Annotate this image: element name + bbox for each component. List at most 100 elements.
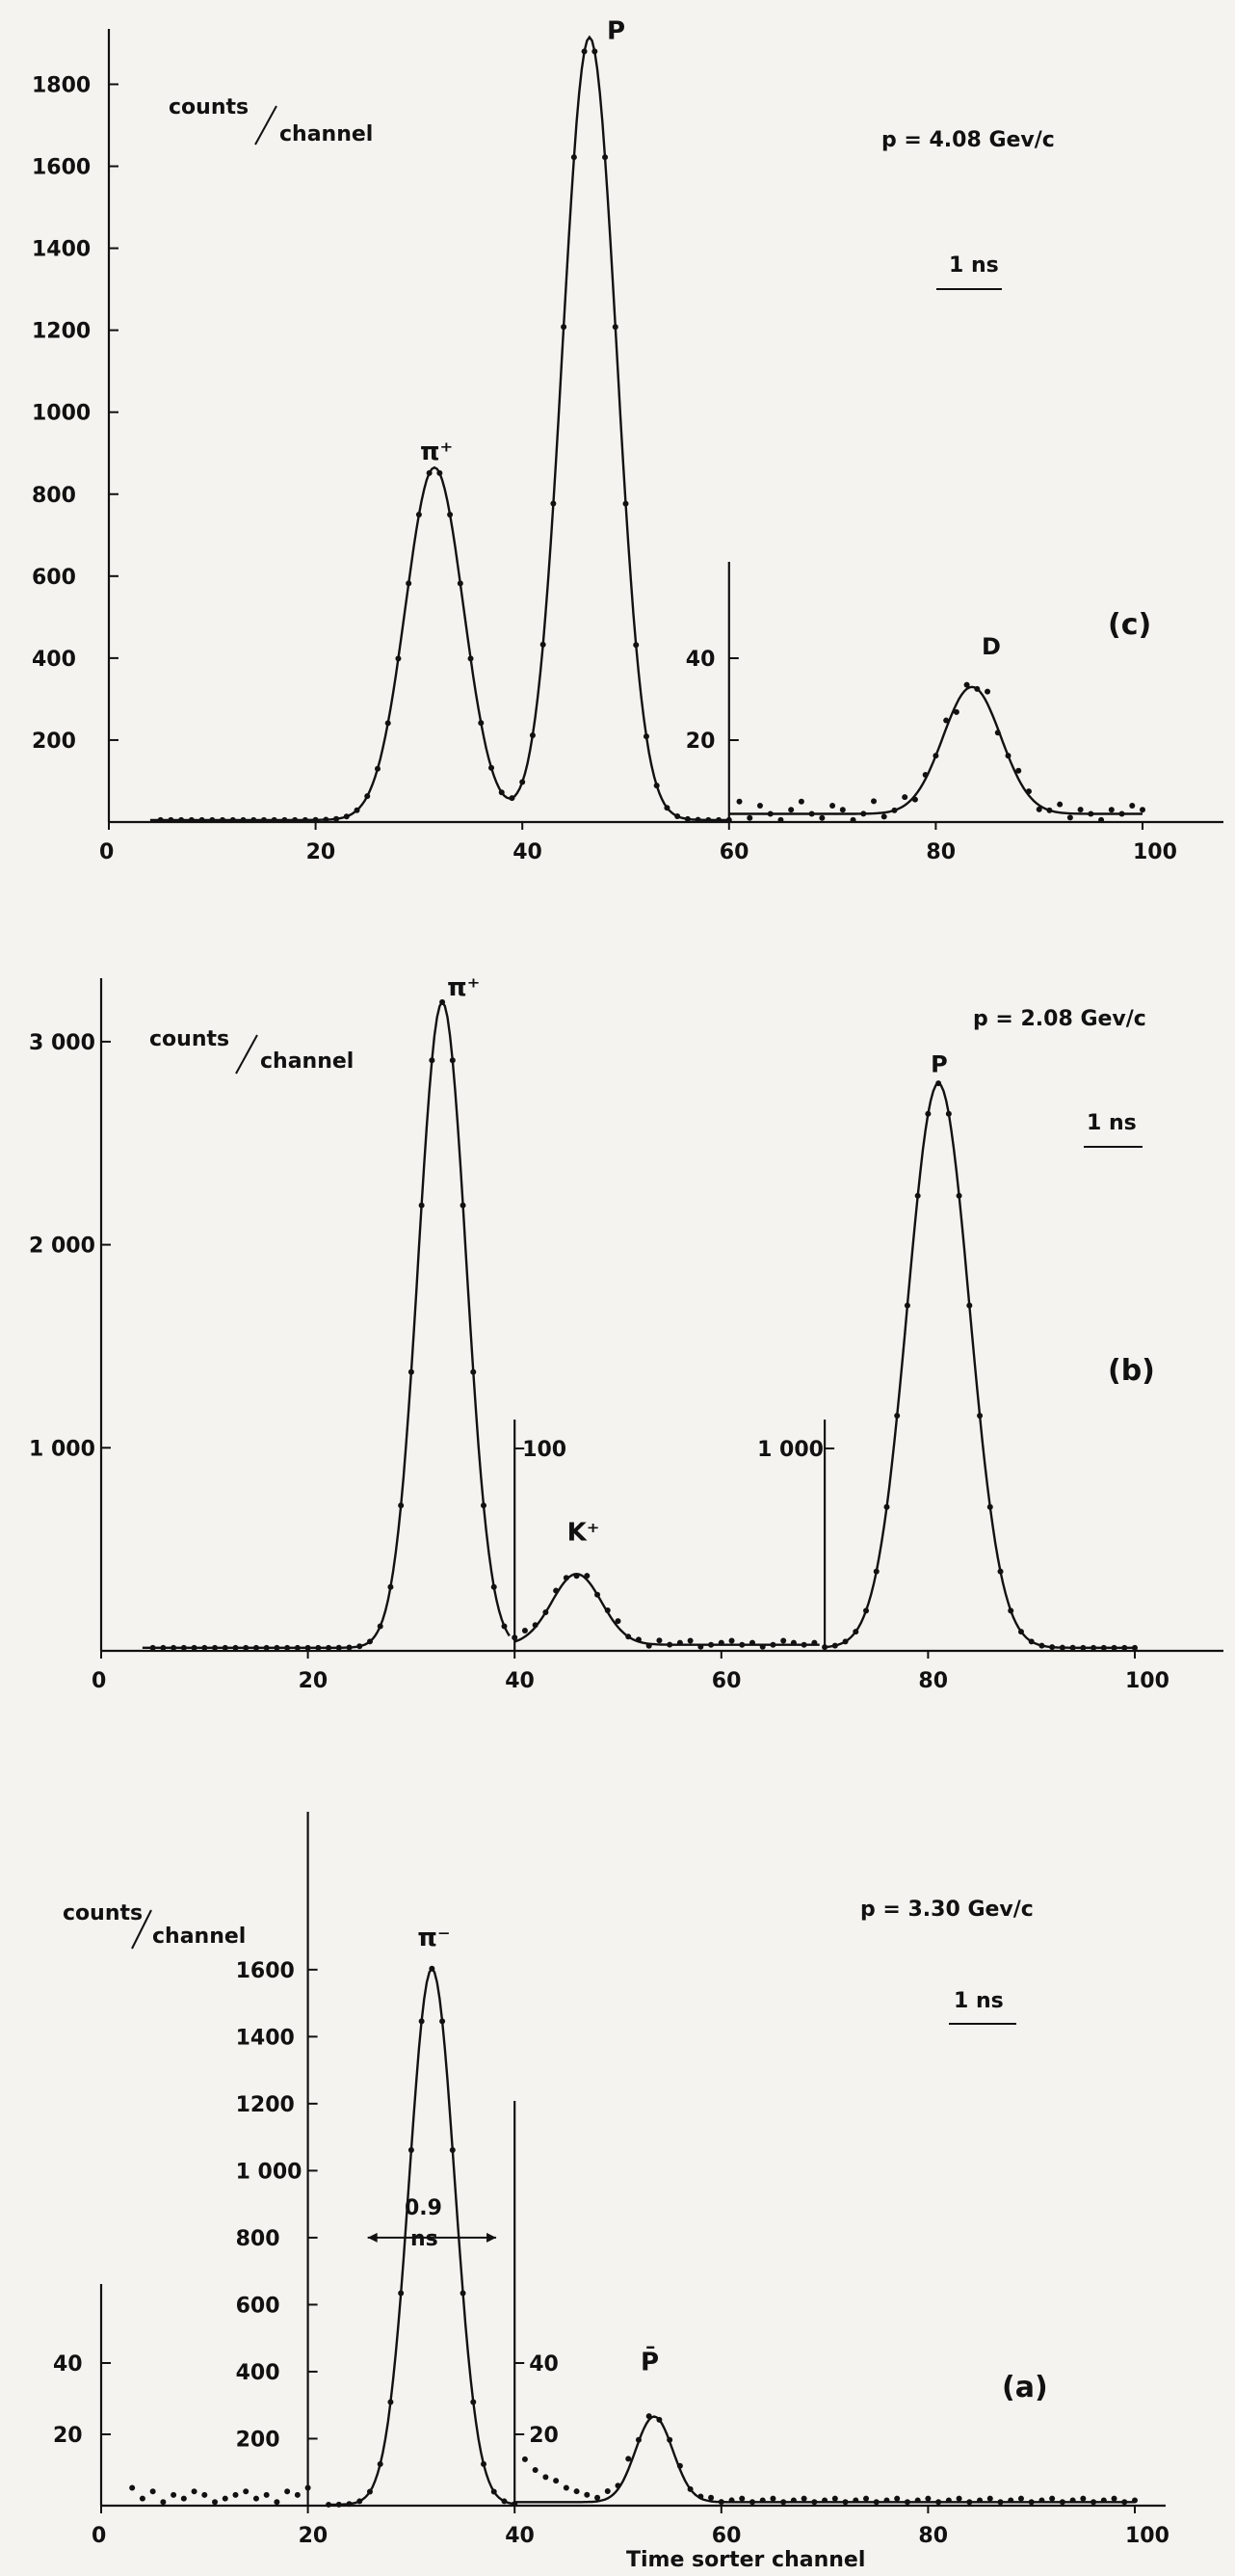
panel-c-data-point [643, 733, 649, 740]
panel-c-data-point [281, 816, 288, 823]
panel-b-data-point [1090, 1644, 1097, 1651]
panel-b-data-point [490, 1583, 497, 1590]
panel-b-data-point [460, 1202, 466, 1208]
panel-b-inset-data-point [635, 1636, 642, 1643]
panel-a-data-point [326, 2501, 332, 2508]
panel-b-fit-curve-p [825, 1081, 1135, 1649]
panel-a-inset-data-point [521, 2456, 528, 2462]
panel-c-inset-data-point [756, 803, 763, 809]
panel-a-inset-data-point [945, 2497, 952, 2504]
panel-a-inset-y-tick-label: 40 [53, 2352, 83, 2377]
panel-c-data-point [550, 500, 557, 507]
panel-b-inset-data-point [739, 1641, 746, 1648]
panel-b-data-point [232, 1644, 239, 1651]
panel-c-data-point [229, 816, 236, 823]
panel-a-peak-label-pbar: P̄ [641, 2346, 659, 2377]
panel-c-data-point [498, 789, 505, 796]
panel-b-data-point [894, 1413, 901, 1420]
panel-c-data-point [198, 816, 205, 823]
panel-a-ylabel-slash [131, 1909, 152, 1950]
panel-c-inset-data-point [788, 807, 795, 813]
panel-a-plot: 0 20 40 60 80 100 200 400 600 800 1 000 1200 1400 160… [53, 1812, 1169, 2548]
panel-b-data-point [925, 1110, 932, 1117]
panel-c-data-point [406, 580, 412, 587]
panel-c-peak-label-d: D [982, 633, 1001, 660]
panel-c-data-point [602, 154, 609, 161]
panel-a-ylabel-channel: channel [152, 1925, 246, 1949]
panel-b-data-point [418, 1202, 425, 1208]
panel-b-ylabel-slash [235, 1034, 258, 1075]
panel-a-inset-data-point [687, 2485, 694, 2492]
panel-b-data-point [986, 1503, 993, 1510]
panel-a-inset-data-point [191, 2488, 197, 2495]
panel-c-inset-data-point [1129, 803, 1136, 809]
panel-c-data-point [374, 765, 381, 772]
panel-b-inset-data-point [697, 1643, 704, 1650]
panel-c-momentum: p = 4.08 Gev/c [881, 128, 1055, 152]
panel-c-inset-data-point [1118, 810, 1125, 817]
panel-a-fwhm-arrow-left [367, 2232, 378, 2243]
panel-c-data-point [561, 324, 567, 331]
panel-a-x-tick-label: 40 [505, 2524, 535, 2548]
panel-a-inset-data-point [252, 2495, 259, 2502]
panel-b-ylabel-channel: channel [260, 1049, 354, 1074]
panel-a-inset-data-point [894, 2495, 901, 2502]
panel-c-data-point [695, 816, 701, 823]
panel-b-data-point [481, 1502, 487, 1509]
panel-c-data-point [426, 469, 433, 476]
panel-c-data-point [343, 813, 350, 820]
panel-b-data-point [1111, 1644, 1117, 1651]
panel-b-y-tick-label: 3 000 [29, 1031, 95, 1055]
panel-a-inset-data-point [1038, 2497, 1045, 2504]
panel-c-inset-data-point [747, 814, 753, 821]
panel-a-inset-data-point [997, 2499, 1004, 2506]
panel-a-fwhm-value: 0.9 [405, 2196, 442, 2220]
panel-c-x-tick-label: 80 [926, 840, 956, 864]
panel-b-inset-data-point [801, 1641, 807, 1648]
panel-a-inset-data-point [553, 2478, 560, 2484]
panel-c-data-point [653, 783, 660, 789]
panel-a-inset-data-point [139, 2495, 145, 2502]
panel-b-data-point [966, 1302, 973, 1309]
panel-a-inset-data-point [770, 2495, 776, 2502]
panel-a-x-tick-label: 100 [1125, 2524, 1169, 2548]
panel-c-inset-data-point [767, 810, 774, 817]
panel-a-inset-data-point [697, 2493, 704, 2500]
panel-a-data-point [335, 2501, 342, 2508]
panel-a-inset-data-point [294, 2491, 301, 2498]
panel-b-data-point [398, 1502, 405, 1509]
panel-b-inset-data-point [615, 1618, 621, 1625]
panel-c-peak-label-p: P [607, 17, 625, 46]
panel-a-inset-data-point [883, 2497, 890, 2504]
panel-c-inset-data-point [808, 810, 815, 817]
panel-c-inset-y-tick-label: 20 [686, 730, 716, 754]
panel-b-inset-data-point [656, 1637, 663, 1644]
panel-c-y-tick-label: 200 [32, 730, 76, 754]
panel-c-data-point [209, 816, 216, 823]
panel-b-data-point [149, 1644, 156, 1651]
panel-c-inset-data-point [953, 708, 959, 715]
panel-b-data-point [956, 1192, 962, 1199]
panel-b-inset-fit-curve-k [513, 1572, 820, 1646]
panel-b-inset-data-point [512, 1634, 518, 1641]
panel-a-inset-data-point [842, 2499, 849, 2506]
panel-a-data-point [470, 2399, 477, 2405]
panel-b-inset-data-point [708, 1641, 715, 1648]
panel-a-inset-data-point [1017, 2495, 1024, 2502]
panel-b-peak-label-k-plus: K⁺ [567, 1519, 600, 1548]
panel-a-y-tick-label: 1 000 [236, 2160, 302, 2184]
panel-c-inset-data-point [1108, 807, 1115, 813]
panel-b-data-point [822, 1644, 828, 1651]
panel-c-data-point [529, 732, 536, 739]
panel-b-plot: 0 20 40 60 80 100 1 000 2 000 3 000 100 1 000 π⁺ K⁺ P [29, 973, 1223, 1693]
panel-c-y-tick-label: 1200 [32, 320, 91, 344]
panel-c: counts channel p = 4.08 Gev/c 1 ns (c) 0… [32, 17, 1223, 864]
panel-a-inset-data-point [635, 2436, 642, 2443]
panel-c-x-tick-label: 20 [306, 840, 336, 864]
panel-a-y-tick-label: 800 [236, 2227, 280, 2251]
panel-c-inset-data-point [985, 688, 991, 695]
panel-b-inset-data-point [584, 1573, 591, 1580]
panel-c-y-tick-label: 400 [32, 648, 76, 672]
panel-a-inset-data-point [1028, 2499, 1035, 2506]
panel-a-inset-data-point [1132, 2497, 1138, 2504]
